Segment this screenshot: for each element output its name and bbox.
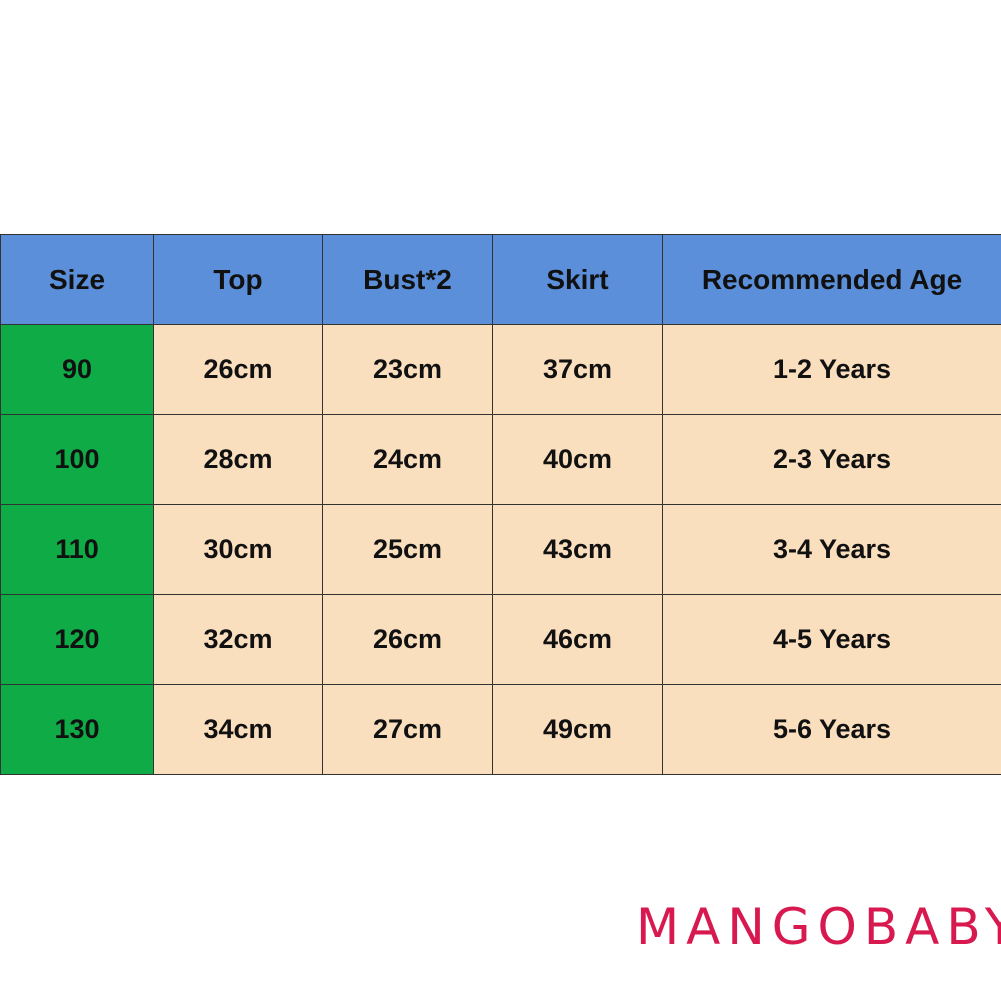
bust-cell: 27cm <box>322 684 493 775</box>
age-cell: 2-3 Years <box>662 414 1001 505</box>
size-cell: 130 <box>0 684 154 775</box>
header-skirt: Skirt <box>492 234 663 325</box>
skirt-cell: 46cm <box>492 594 663 685</box>
bust-cell: 26cm <box>322 594 493 685</box>
age-cell: 4-5 Years <box>662 594 1001 685</box>
top-cell: 30cm <box>153 504 323 595</box>
size-cell: 110 <box>0 504 154 595</box>
skirt-cell: 43cm <box>492 504 663 595</box>
table-row: 130 34cm 27cm 49cm 5-6 Years <box>0 684 1001 775</box>
age-cell: 5-6 Years <box>662 684 1001 775</box>
brand-logo: MANGOBABY <box>636 898 1001 956</box>
size-cell: 100 <box>0 414 154 505</box>
table-row: 90 26cm 23cm 37cm 1-2 Years <box>0 324 1001 415</box>
age-cell: 1-2 Years <box>662 324 1001 415</box>
header-recommended-age: Recommended Age <box>662 234 1001 325</box>
top-cell: 28cm <box>153 414 323 505</box>
table-row: 100 28cm 24cm 40cm 2-3 Years <box>0 414 1001 505</box>
size-cell: 90 <box>0 324 154 415</box>
bust-cell: 23cm <box>322 324 493 415</box>
header-bust: Bust*2 <box>322 234 493 325</box>
age-cell: 3-4 Years <box>662 504 1001 595</box>
size-cell: 120 <box>0 594 154 685</box>
bust-cell: 25cm <box>322 504 493 595</box>
header-top: Top <box>153 234 323 325</box>
table-header-row: Size Top Bust*2 Skirt Recommended Age <box>0 234 1001 325</box>
top-cell: 26cm <box>153 324 323 415</box>
bust-cell: 24cm <box>322 414 493 505</box>
skirt-cell: 40cm <box>492 414 663 505</box>
table-row: 110 30cm 25cm 43cm 3-4 Years <box>0 504 1001 595</box>
table-row: 120 32cm 26cm 46cm 4-5 Years <box>0 594 1001 685</box>
skirt-cell: 49cm <box>492 684 663 775</box>
skirt-cell: 37cm <box>492 324 663 415</box>
size-chart-table: Size Top Bust*2 Skirt Recommended Age 90… <box>0 234 1001 775</box>
top-cell: 32cm <box>153 594 323 685</box>
top-cell: 34cm <box>153 684 323 775</box>
header-size: Size <box>0 234 154 325</box>
